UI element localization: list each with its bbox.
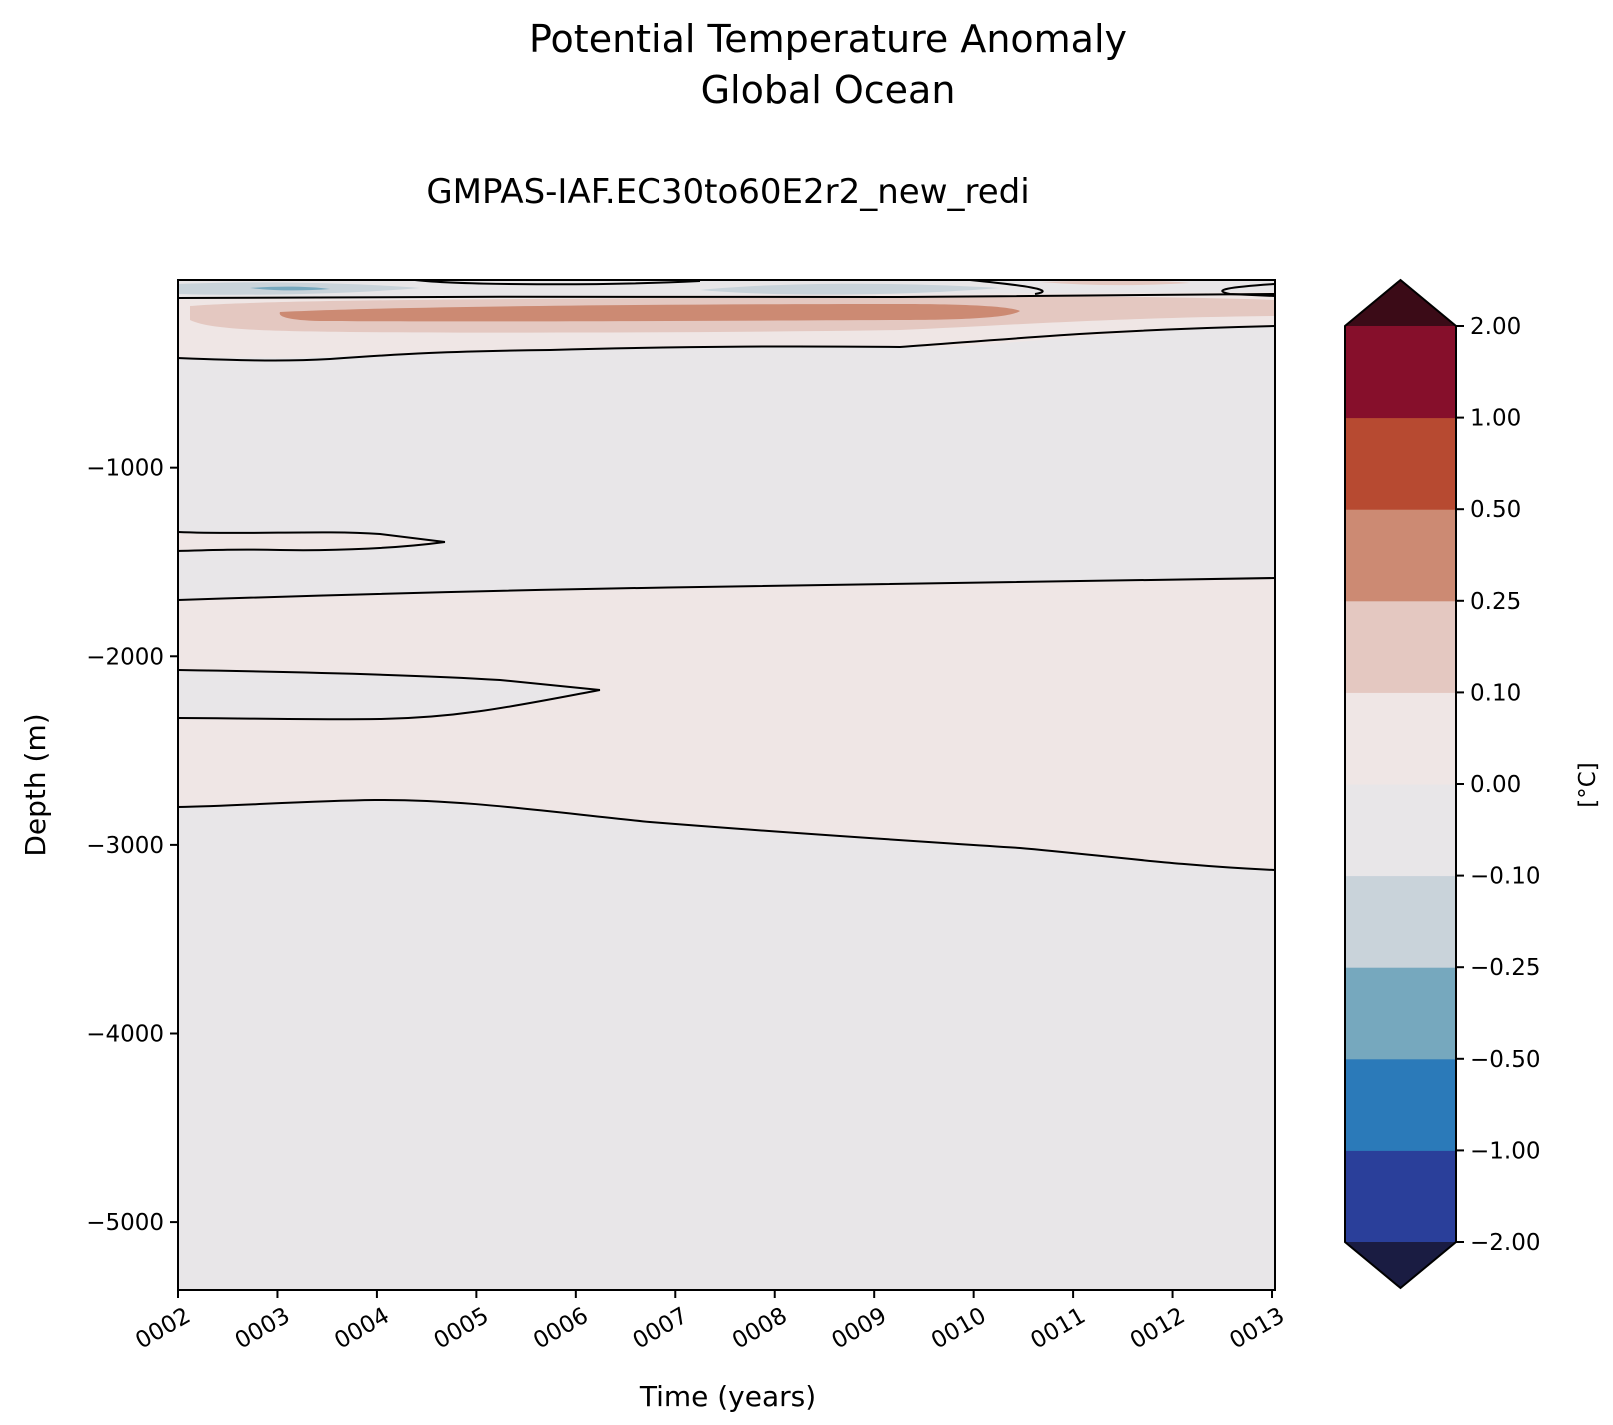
colorbar-tick-label-0.10: 0.10 — [1470, 680, 1521, 706]
colorbar-ticks: −2.00 −1.00 −0.50 −0.25 −0.10 0.00 0.10 0.25 0.5… — [1456, 314, 1540, 1256]
x-tick-label-0006: 0006 — [529, 1303, 593, 1355]
contour-line-warm-sliver-top — [178, 531, 446, 543]
x-axis-ticks: 0002 0003 0004 0005 0006 0007 0008 0009 0010 0011… — [131, 1290, 1289, 1354]
x-tick-label-0004: 0004 — [330, 1303, 394, 1355]
contour-line-cold-tongue-bottom — [178, 689, 601, 721]
y-tick-label--4000: −4000 — [86, 1021, 164, 1047]
colorbar-segment-0.25 — [1345, 509, 1456, 602]
colorbar-tick-label-0.25: 0.25 — [1470, 589, 1521, 615]
contour-line-surface-lens-right — [969, 280, 1044, 295]
contour-line-surface-lens-far-right — [1221, 283, 1275, 297]
cold-tongue-deep-region — [178, 670, 600, 720]
plot-area — [178, 280, 1275, 1290]
x-axis-label: Time (years) — [639, 1380, 816, 1413]
colorbar-tick-label-−2.00: −2.00 — [1470, 1230, 1540, 1256]
contour-line-warm-sliver-bottom — [178, 541, 446, 552]
plot-frame — [177, 279, 1276, 1291]
chart-subtitle: GMPAS-IAF.EC30to60E2r2_new_redi — [426, 172, 1029, 212]
contour-line-surface-lens-left — [414, 280, 701, 286]
x-tick-label-0010: 0010 — [927, 1303, 991, 1355]
colorbar-label: [°C] — [1575, 762, 1601, 808]
colorbar-extend-over — [1345, 280, 1456, 326]
x-tick-label-0013: 0013 — [1225, 1303, 1289, 1355]
colorbar-tick-label-−0.25: −0.25 — [1470, 955, 1540, 981]
colorbar-segment-1.00 — [1345, 326, 1456, 419]
x-tick-label-0003: 0003 — [231, 1303, 295, 1355]
x-tick-label-0002: 0002 — [131, 1303, 195, 1355]
colorbar-segment-−0.50 — [1345, 967, 1456, 1060]
cool-surface-region-core — [250, 286, 330, 291]
colorbar-extend-under — [1345, 1242, 1456, 1288]
contour-line-cold-tongue-top — [178, 669, 601, 691]
colorbar-segment-0.50 — [1345, 417, 1456, 510]
y-tick-label--5000: −5000 — [86, 1210, 164, 1236]
colorbar-tick-label-0.00: 0.00 — [1470, 772, 1521, 798]
x-tick-label-0007: 0007 — [629, 1303, 693, 1355]
contour-lines — [178, 280, 1275, 871]
contour-line-intermediate — [178, 577, 1275, 601]
warm-band-region — [178, 578, 1275, 870]
colorbar-tick-label-−0.10: −0.10 — [1470, 864, 1540, 890]
contour-line-surface — [178, 293, 1275, 299]
colorbar-segment-−0.25 — [1345, 875, 1456, 968]
y-tick-label--2000: −2000 — [86, 644, 164, 670]
y-axis-label: Depth (m) — [19, 713, 52, 856]
x-tick-label-0012: 0012 — [1126, 1303, 1190, 1355]
colorbar-segment-−2.00 — [1345, 1150, 1456, 1243]
colorbar-segment-−0.10 — [1345, 784, 1456, 877]
chart-title-line2: Global Ocean — [701, 68, 956, 112]
y-tick-label--3000: −3000 — [86, 833, 164, 859]
warm-subsurface-region-0.25 — [279, 304, 1021, 322]
colorbar-tick-label-0.50: 0.50 — [1470, 497, 1521, 523]
x-tick-label-0011: 0011 — [1026, 1303, 1090, 1355]
contour-line-upper — [178, 325, 1275, 362]
x-tick-label-0008: 0008 — [728, 1303, 792, 1355]
warm-surface-region-right — [1040, 280, 1190, 286]
chart-title-line1: Potential Temperature Anomaly — [529, 17, 1127, 61]
x-tick-label-0005: 0005 — [430, 1303, 494, 1355]
colorbar-tick-label-−0.50: −0.50 — [1470, 1047, 1540, 1073]
y-axis-ticks: −1000 −2000 −3000 −4000 −5000 — [86, 456, 178, 1236]
colorbar-segment-0.10 — [1345, 600, 1456, 693]
colorbar — [1344, 278, 1457, 1290]
warm-sliver-region — [178, 532, 445, 551]
colorbar-tick-label-−1.00: −1.00 — [1470, 1138, 1540, 1164]
y-tick-label--1000: −1000 — [86, 456, 164, 482]
colorbar-segment-−1.00 — [1345, 1058, 1456, 1151]
colorbar-tick-label-2.00: 2.00 — [1470, 314, 1521, 340]
colorbar-tick-label-1.00: 1.00 — [1470, 406, 1521, 432]
colorbar-segment-0.00 — [1345, 692, 1456, 785]
contour-line-deep — [178, 798, 1275, 871]
cool-surface-region-mid — [700, 283, 1000, 295]
x-tick-label-0009: 0009 — [827, 1303, 891, 1355]
